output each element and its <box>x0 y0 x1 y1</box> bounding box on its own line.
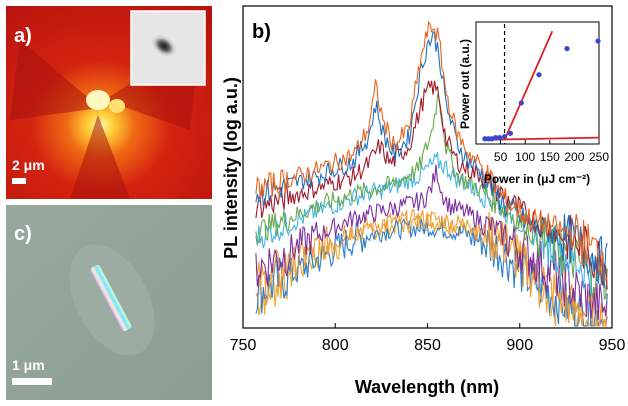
inset-x-tick-label: 50 <box>494 150 508 164</box>
inset-plot-frame <box>475 21 600 145</box>
panel-a-inset-spot <box>150 34 178 58</box>
panel-c-rod <box>90 264 132 332</box>
panel-b-label: b) <box>252 21 271 43</box>
panel-a-label: a) <box>14 25 32 47</box>
inset-chart: 50 100 150 200 250 Power in (μJ cm⁻²) Power … <box>458 21 609 186</box>
inset-data-point <box>564 46 570 52</box>
inset-x-tick-label: 200 <box>564 150 584 164</box>
inset-x-tick-label: 250 <box>589 150 609 164</box>
inset-x-tick-label: 100 <box>515 150 535 164</box>
inset-x-axis-label: Power in (μJ cm⁻²) <box>484 172 590 186</box>
inset-data-point <box>489 136 495 142</box>
panel-a: a) 2 μm <box>6 6 212 199</box>
panel-c-scale-label: 1 μm <box>12 357 45 373</box>
inset-y-axis-label: Power out (a.u.) <box>458 39 472 129</box>
main-series-group <box>255 20 608 327</box>
inset-marks-group <box>482 24 601 144</box>
panel-c: c) 1 μm <box>6 205 212 400</box>
main-x-axis-label: Wavelength (nm) <box>355 377 499 397</box>
main-x-tick-label: 950 <box>599 337 626 354</box>
spectrum-series-line <box>255 20 608 283</box>
main-x-ticks: 750 800 850 900 950 <box>230 323 626 354</box>
main-x-tick-label: 800 <box>322 337 349 354</box>
inset-data-point <box>518 100 524 106</box>
spectrum-series-line <box>255 30 608 288</box>
main-x-tick-label: 900 <box>506 337 533 354</box>
fit-line <box>504 30 554 139</box>
fit-line <box>483 136 600 141</box>
main-x-tick-label: 850 <box>414 337 441 354</box>
panel-a-scale-bar <box>12 178 26 184</box>
spectrum-series-line <box>255 80 608 290</box>
panel-c-label: c) <box>14 223 32 245</box>
inset-data-point <box>595 38 601 44</box>
main-y-axis-label: PL intensity (log a.u.) <box>221 77 241 259</box>
panel-a-hotspot <box>86 90 110 110</box>
inset-x-tick-label: 150 <box>540 150 560 164</box>
panel-a-hotspot-2 <box>109 99 125 113</box>
spectrum-series-line <box>255 152 608 303</box>
inset-data-point <box>507 130 514 136</box>
inset-data-point <box>497 135 503 141</box>
spectrum-series-line <box>255 218 608 327</box>
inset-data-point <box>501 133 508 140</box>
panel-a-scale-label: 2 μm <box>12 157 45 173</box>
panel-c-scale-bar <box>12 378 52 385</box>
main-x-tick-label: 750 <box>230 337 257 354</box>
inset-x-ticks: 50 100 150 200 250 <box>494 140 609 164</box>
inset-data-point <box>536 72 542 78</box>
inset-data-point <box>493 135 499 141</box>
